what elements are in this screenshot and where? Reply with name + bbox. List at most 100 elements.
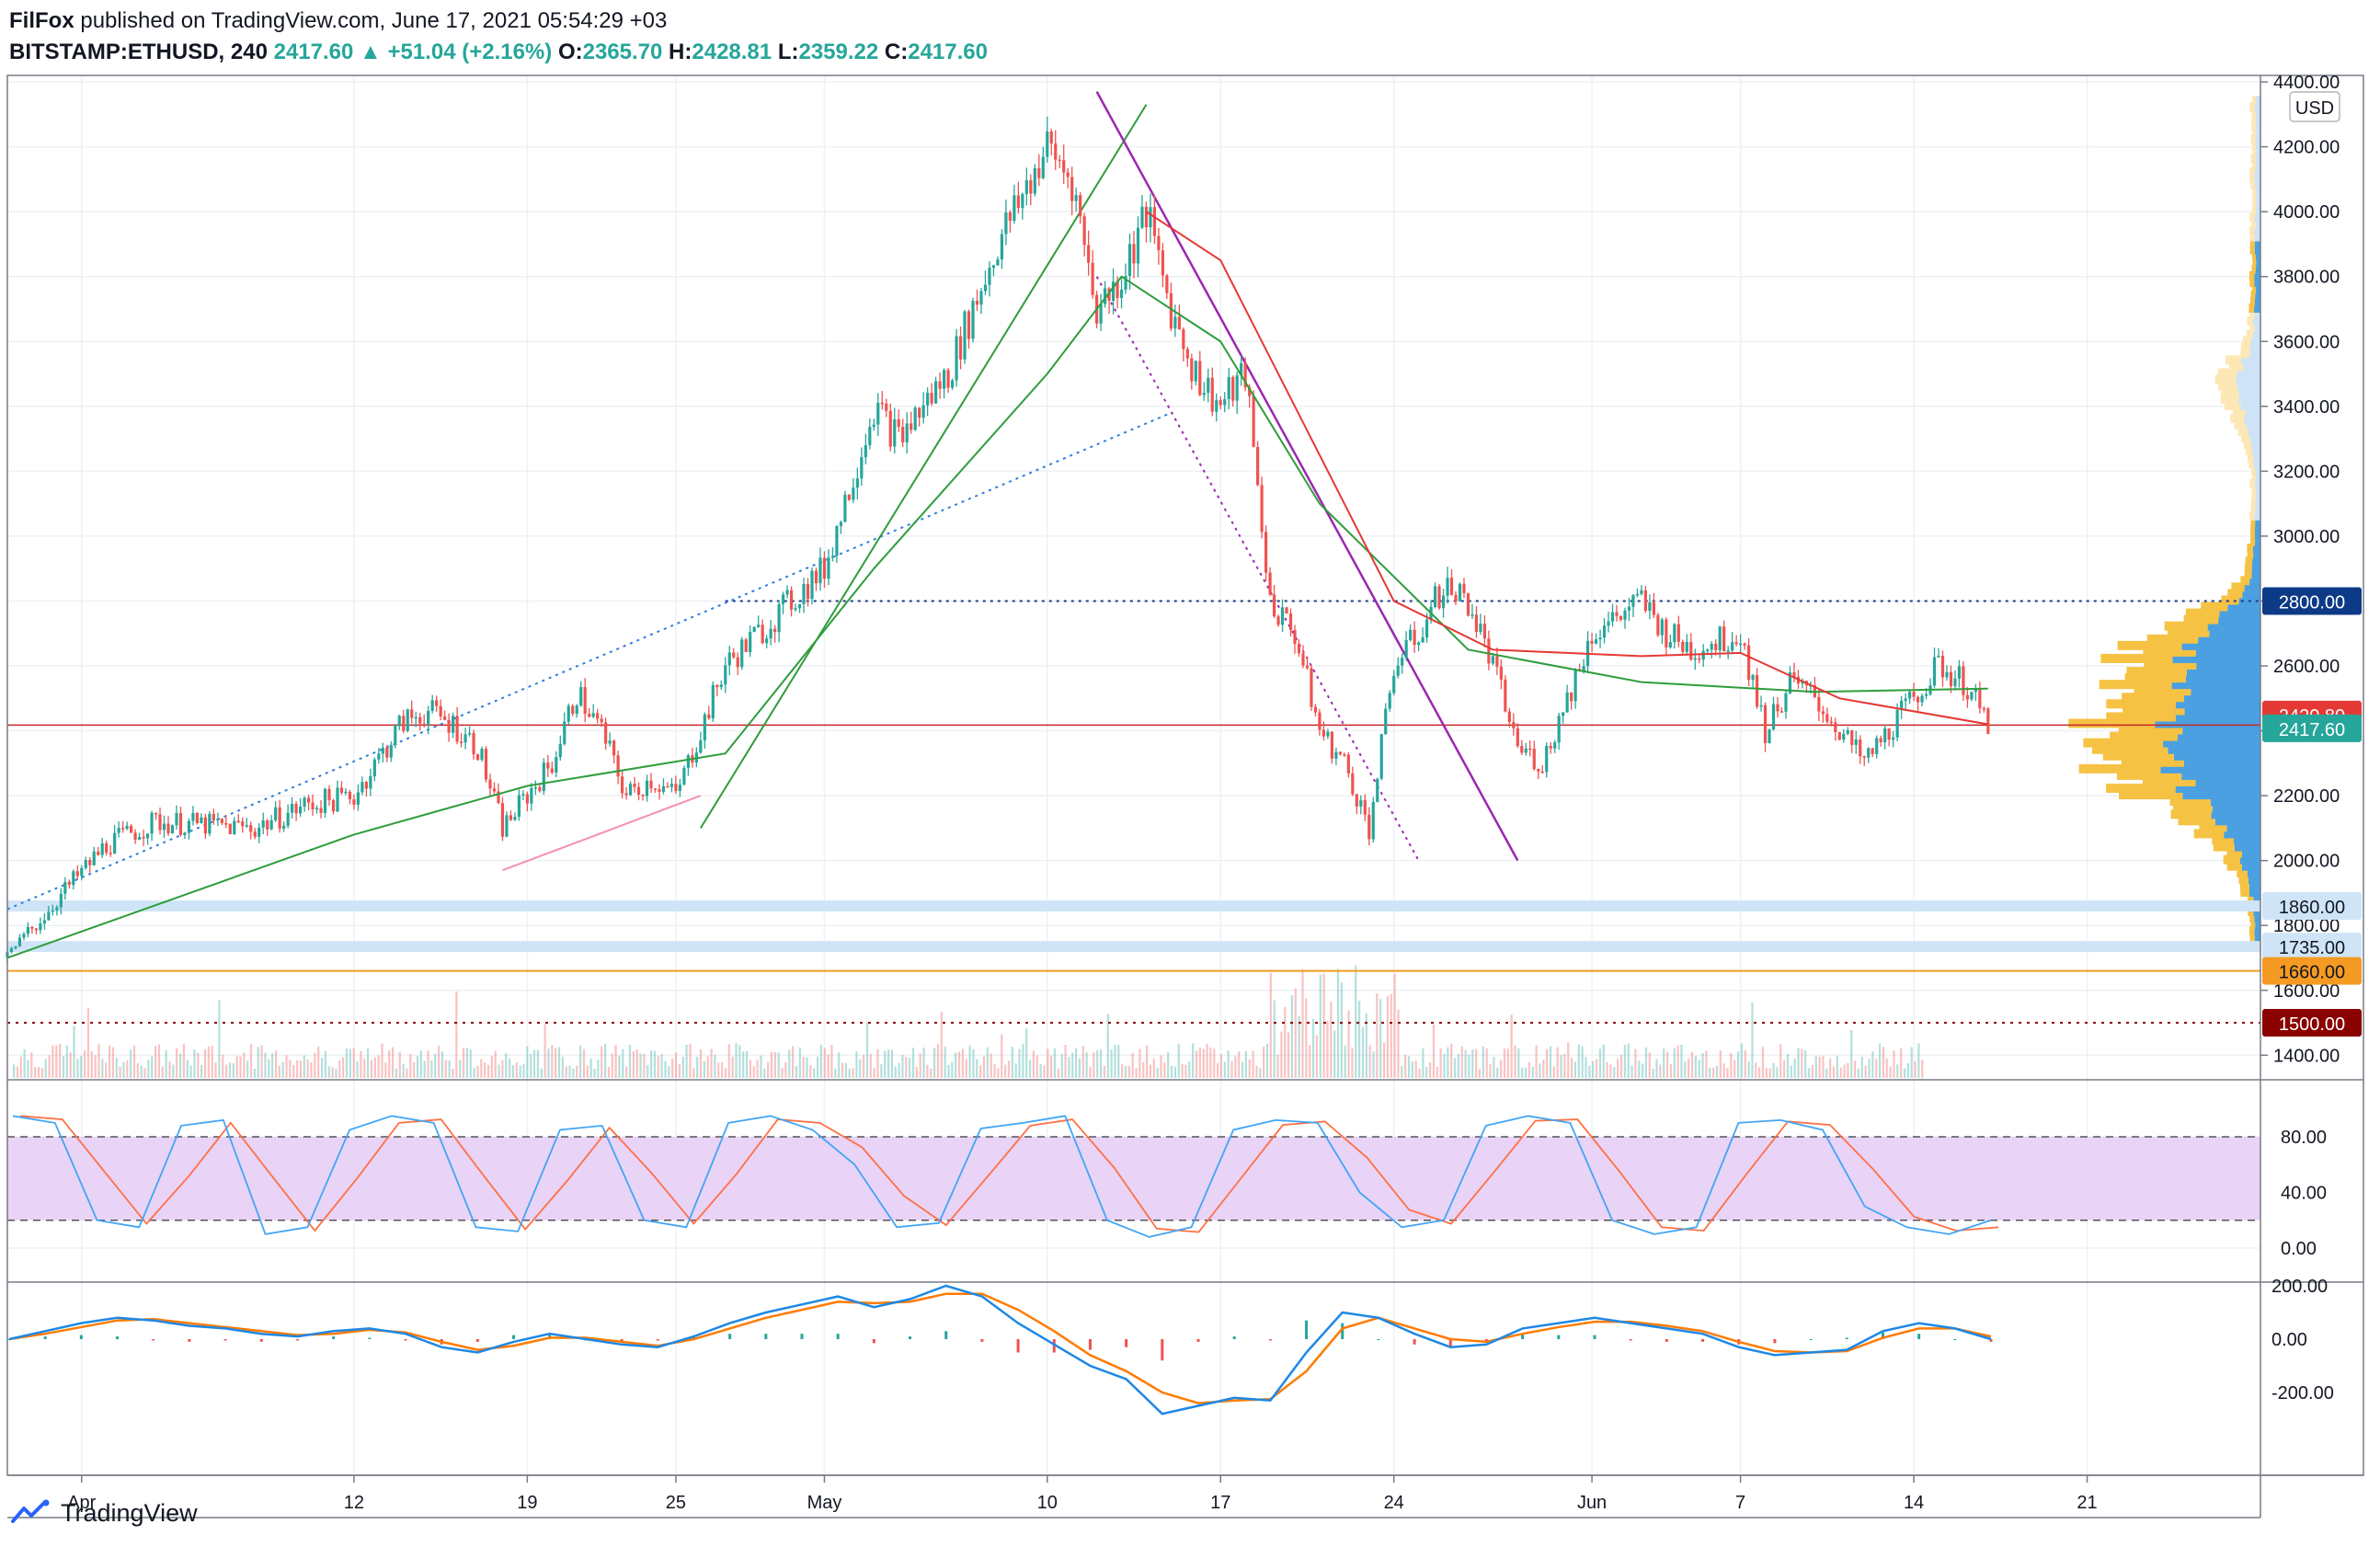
candle-body [686, 755, 690, 768]
profile-bar-up [2247, 867, 2260, 877]
profile-bar-down [2229, 361, 2244, 372]
profile-bar-down [2119, 790, 2183, 800]
symbol-label[interactable]: BITSTAMP:ETHUSD, 240 [9, 40, 268, 64]
profile-bar-down [2078, 763, 2161, 774]
macd-histogram-bar [152, 1339, 155, 1341]
volume-bar [738, 1045, 741, 1078]
profile-bar-up [2242, 589, 2260, 599]
volume-bar [1556, 1047, 1559, 1078]
pane-frames [6, 74, 2364, 1518]
candle-body [1837, 731, 1841, 740]
candle-body [1268, 572, 1272, 595]
volume-bar [1028, 1060, 1032, 1078]
macd-histogram-bar [1016, 1339, 1020, 1353]
volume-bar [586, 1065, 589, 1078]
candle-body [282, 825, 286, 829]
volume-bar [1673, 1048, 1676, 1078]
volume-bar [1910, 1047, 1913, 1078]
candle-body [773, 628, 777, 633]
volume-bar [444, 1060, 447, 1078]
volume-bar [721, 1061, 724, 1078]
candle-body [113, 832, 117, 854]
candle-body [785, 590, 789, 595]
profile-bar-down [2106, 784, 2176, 794]
candle-body [1557, 716, 1561, 743]
volume-bar [140, 1065, 143, 1078]
trendline-purple-dotted [1095, 276, 1420, 862]
candle-body [1016, 195, 1020, 209]
volume-bar [111, 1047, 114, 1078]
profile-bar-down [2249, 212, 2255, 223]
candle-body [1792, 671, 1796, 677]
volume-bar [1588, 1065, 1591, 1078]
candle-body [1441, 595, 1446, 609]
candle-body [1685, 641, 1688, 652]
macd-histogram-bar [475, 1339, 479, 1342]
volume-bar [982, 1056, 986, 1078]
candle-body [241, 821, 245, 827]
volume-bar [427, 1050, 429, 1078]
candle-body [1322, 729, 1326, 737]
brand-logo[interactable]: TradingView [11, 1495, 198, 1531]
profile-bar-up [2255, 109, 2260, 119]
volume-bar [884, 1050, 887, 1078]
volume-bar [59, 1043, 62, 1078]
currency-box[interactable] [2289, 91, 2340, 122]
volume-bar [911, 1048, 915, 1078]
profile-bar-up [2254, 913, 2260, 923]
volume-bar [972, 1049, 975, 1078]
volume-bar [710, 1049, 713, 1078]
price-tick-label: 1600.00 [2273, 981, 2340, 1002]
volume-bar [1230, 1060, 1233, 1078]
volume-bar [419, 1050, 422, 1078]
candle-body [208, 813, 212, 834]
candle-body [1784, 693, 1788, 712]
volume-bar [452, 1068, 454, 1078]
support-zone-1735 [7, 941, 2260, 953]
candle-body [802, 584, 806, 604]
profile-bar-down [2249, 173, 2255, 183]
candle-body [674, 784, 678, 791]
profile-bar-down [2250, 154, 2256, 164]
volume-bar [1790, 1065, 1792, 1078]
candle-body [1537, 769, 1540, 772]
volume-bar [905, 1056, 908, 1078]
volume-bar [306, 1059, 309, 1078]
candle-body [224, 822, 228, 825]
volume-bar [880, 1064, 883, 1078]
volume-bar [1623, 1045, 1626, 1078]
candle-body [1157, 235, 1161, 251]
volume-bar [601, 1046, 603, 1078]
profile-bar-up [2253, 907, 2260, 917]
volume-bar [547, 1048, 550, 1078]
candle-body [1013, 195, 1016, 222]
profile-bar-up [2181, 640, 2260, 650]
volume-bar [1871, 1051, 1874, 1078]
candle-body [653, 788, 658, 790]
volume-bar [1503, 1049, 1506, 1078]
profile-bar-down [2249, 296, 2255, 306]
candle-body [154, 812, 158, 815]
candle-body [1004, 212, 1008, 235]
volume-bar [1592, 1060, 1595, 1078]
author-name[interactable]: FilFox [9, 8, 74, 33]
ema-line [1145, 211, 1989, 726]
volume-bar [1439, 1048, 1442, 1078]
price-tags: 2800.002420.802417.601860.001735.001660.… [2262, 587, 2362, 1037]
candle-body [1970, 692, 1974, 700]
volume-bar [349, 1049, 351, 1078]
candle-body [397, 716, 401, 727]
volume-bar [1868, 1059, 1871, 1078]
volume-bar [806, 1058, 808, 1078]
candle-body [1945, 671, 1949, 678]
price-tag-last: 2417.60 [2279, 720, 2345, 740]
profile-bar-up [2240, 400, 2260, 410]
volume-bar [551, 1045, 554, 1078]
volume-bar [947, 1064, 950, 1078]
candle-body [1665, 619, 1668, 647]
volume-bar [1751, 1002, 1754, 1078]
candle-body [1033, 167, 1036, 194]
profile-bar-up [2239, 854, 2260, 865]
candle-body [979, 291, 983, 305]
